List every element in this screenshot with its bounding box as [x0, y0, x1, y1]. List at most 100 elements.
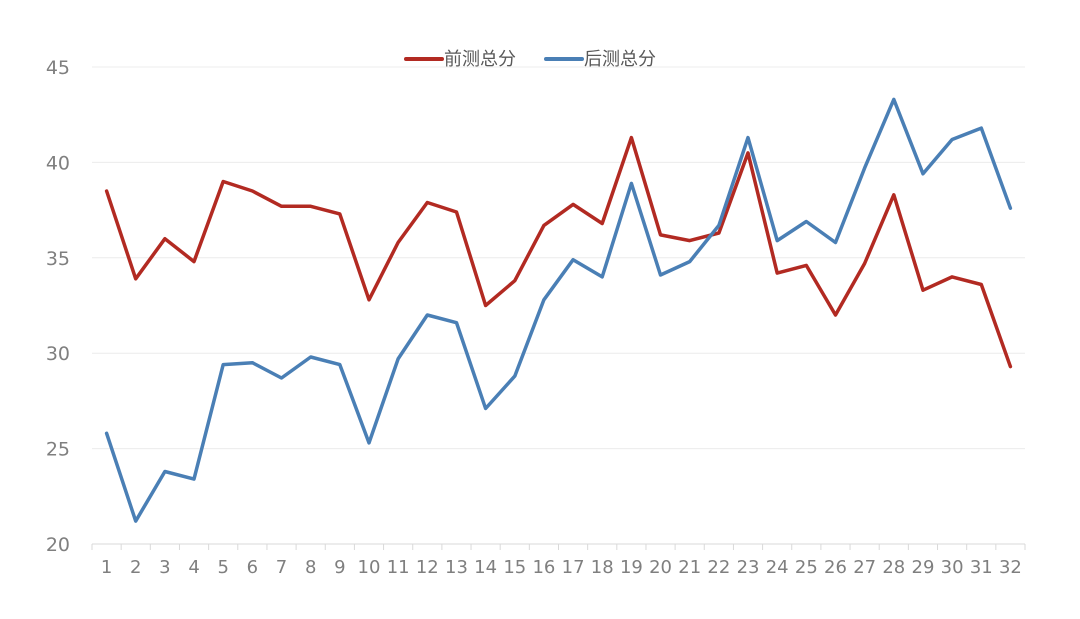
x-tick-label: 6	[247, 557, 258, 578]
data-point	[892, 97, 896, 101]
data-point	[134, 519, 138, 523]
x-tick-label: 11	[387, 557, 410, 578]
data-point	[338, 363, 342, 367]
data-point	[163, 237, 167, 241]
data-point	[396, 241, 400, 245]
x-tick-label: 24	[766, 557, 789, 578]
data-point	[921, 172, 925, 176]
data-point	[454, 321, 458, 325]
x-tick-label: 17	[562, 557, 585, 578]
y-tick-label: 40	[46, 152, 70, 174]
data-point	[979, 126, 983, 130]
data-point	[396, 357, 400, 361]
legend-label: 前测总分	[444, 49, 516, 70]
data-point	[775, 239, 779, 243]
data-point	[221, 179, 225, 183]
y-tick-label: 25	[46, 439, 70, 461]
data-point	[833, 241, 837, 245]
series-line-2	[104, 97, 1013, 523]
data-point	[309, 355, 313, 359]
y-tick-label: 45	[46, 57, 70, 79]
x-tick-label: 26	[824, 557, 847, 578]
data-point	[659, 233, 663, 237]
data-point	[688, 260, 692, 264]
x-axis	[91, 543, 1026, 550]
data-point	[950, 275, 954, 279]
x-tick-label: 27	[853, 557, 876, 578]
data-point	[250, 361, 254, 365]
x-tick-label: 15	[503, 557, 526, 578]
data-point	[513, 374, 517, 378]
x-tick-label: 12	[416, 557, 439, 578]
data-point	[484, 304, 488, 308]
data-point	[571, 202, 575, 206]
data-point	[454, 210, 458, 214]
data-point	[804, 220, 808, 224]
data-point	[600, 275, 604, 279]
data-point	[513, 279, 517, 283]
y-tick-label: 35	[46, 248, 70, 270]
data-point	[221, 363, 225, 367]
data-point	[1008, 365, 1012, 369]
data-point	[309, 204, 313, 208]
data-point	[979, 283, 983, 287]
x-tick-label: 25	[795, 557, 818, 578]
x-tick-label: 32	[999, 557, 1022, 578]
x-tick-label: 14	[474, 557, 497, 578]
data-point	[717, 231, 721, 235]
data-point	[804, 263, 808, 267]
x-tick-label: 28	[882, 557, 905, 578]
data-point	[863, 262, 867, 266]
data-point	[425, 200, 429, 204]
x-tick-label: 19	[620, 557, 643, 578]
data-point	[250, 189, 254, 193]
data-point	[425, 313, 429, 317]
data-point	[659, 273, 663, 277]
x-tick-label: 23	[737, 557, 760, 578]
data-point	[600, 221, 604, 225]
x-tick-label: 21	[678, 557, 701, 578]
data-point	[134, 277, 138, 281]
data-point	[542, 223, 546, 227]
y-axis-ticks: 20 25 30 35 40 45	[46, 57, 70, 556]
x-tick-label: 30	[941, 557, 964, 578]
legend-label: 后测总分	[584, 49, 656, 70]
data-point	[688, 239, 692, 243]
data-point	[484, 407, 488, 411]
data-point	[192, 260, 196, 264]
data-point	[571, 258, 575, 262]
x-tick-label: 2	[130, 557, 141, 578]
data-point	[629, 181, 633, 185]
x-tick-label: 7	[276, 557, 287, 578]
y-tick-label: 20	[46, 534, 70, 556]
data-point	[863, 166, 867, 170]
data-point	[367, 441, 371, 445]
data-point	[746, 136, 750, 140]
x-tick-label: 20	[649, 557, 672, 578]
x-tick-label: 9	[334, 557, 345, 578]
data-point	[280, 376, 284, 380]
data-point	[280, 204, 284, 208]
data-point	[163, 469, 167, 473]
x-tick-label: 4	[188, 557, 199, 578]
data-point	[921, 288, 925, 292]
data-point	[105, 431, 109, 435]
x-tick-label: 22	[707, 557, 730, 578]
x-tick-label: 16	[532, 557, 555, 578]
y-tick-label: 30	[46, 343, 70, 365]
series-lines	[104, 97, 1013, 523]
data-point	[629, 136, 633, 140]
data-point	[105, 189, 109, 193]
x-tick-label: 1	[101, 557, 112, 578]
x-tick-label: 29	[912, 557, 935, 578]
data-point	[1008, 206, 1012, 210]
data-point	[950, 138, 954, 142]
x-tick-label: 13	[445, 557, 468, 578]
data-point	[833, 313, 837, 317]
x-tick-label: 18	[591, 557, 614, 578]
x-tick-label: 3	[159, 557, 170, 578]
x-axis-ticks: 1 2 3 4 5 6 7 8 9 10 11 12 13 14 15 16 17 18 19 20 21 22 23 24 2…	[101, 557, 1022, 578]
legend: 前测总分 后测总分	[404, 49, 656, 70]
data-point	[542, 298, 546, 302]
